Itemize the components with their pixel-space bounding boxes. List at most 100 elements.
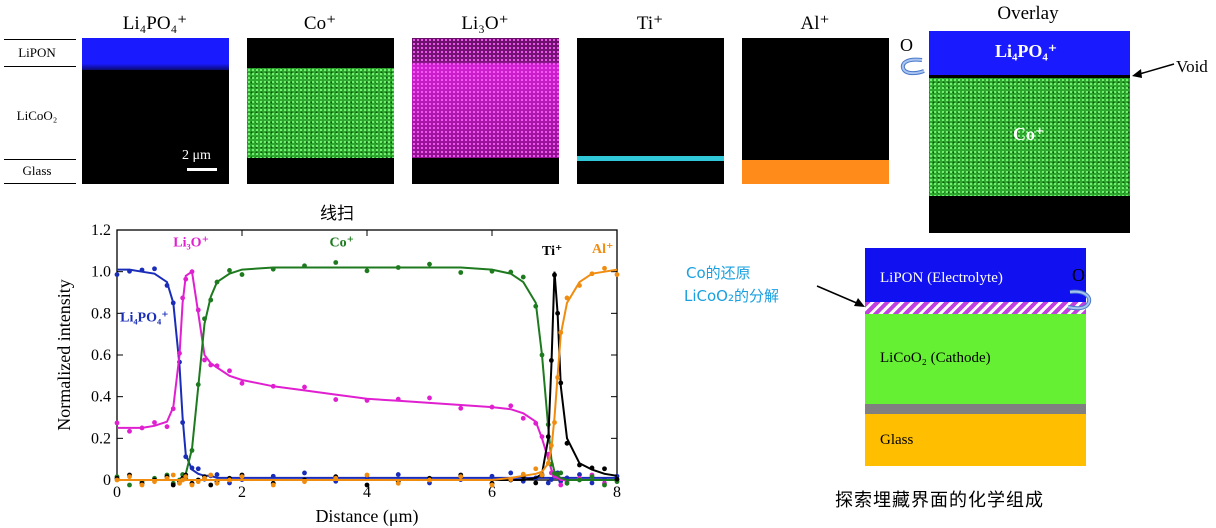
data-point [545,434,551,440]
data-point [589,480,595,486]
schematic-licoo2-layer [865,314,1086,404]
data-point [489,482,495,488]
series-label-al: Al⁺ [592,242,613,257]
y-tick-label: 1.2 [91,222,111,239]
data-point [533,303,539,309]
data-point [214,480,220,486]
data-point [539,434,545,440]
data-point [195,466,201,472]
y-tick-label: 0.8 [91,305,111,322]
map-al [742,38,889,184]
data-point [602,466,607,472]
x-tick-label: 4 [363,484,371,501]
line-scan-chart: 0 2 4 6 8 0 0.2 0.4 0.6 0.8 1.0 1.2 Distance (μm) Nor… [54,222,621,527]
overlay-licoo2-layer [929,78,1130,196]
data-point [548,358,554,363]
overlay-lipon-layer [929,31,1130,75]
panel-title-al: Al⁺ [800,13,830,34]
data-point [602,265,607,271]
data-point [520,274,526,280]
data-point [270,482,276,488]
data-point [489,404,495,410]
series-label-li4po4: Li₄PO₄⁺ [120,311,168,326]
data-point [195,382,201,387]
data-point [333,260,339,265]
data-point [533,420,539,426]
data-point [577,477,582,483]
data-point [114,477,120,483]
scale-bar [187,168,217,171]
data-point [558,380,564,386]
void-arrow-icon [1132,63,1175,78]
data-point [558,470,564,476]
data-point [239,380,245,386]
data-point [545,460,551,466]
data-point [270,266,276,272]
overlay-o-label: O [900,35,913,55]
data-point [208,482,214,488]
void-label: Void [1176,57,1208,76]
data-point [333,397,339,402]
data-point [227,477,232,483]
data-point [539,352,545,358]
data-point [180,420,186,425]
data-point [183,276,189,282]
data-point [577,472,582,477]
overlay-li4po4-label: Li₄PO₄⁺ [995,41,1058,61]
data-point [152,420,157,425]
data-point [533,466,539,472]
data-point [589,271,595,277]
data-point [577,462,582,468]
schematic-lipon-layer [865,248,1086,302]
data-point [195,307,201,313]
x-axis-label: Distance (μm) [315,506,418,527]
data-point [395,265,401,270]
panel-title-overlay: Overlay [997,3,1059,24]
data-point [545,480,551,486]
data-point [189,482,195,488]
data-point [558,482,564,488]
data-point [548,477,554,482]
data-point [214,279,220,285]
data-point [127,482,132,488]
data-point [202,475,207,481]
data-point [270,383,276,389]
data-point [208,362,214,368]
data-point [152,479,157,485]
data-point [364,472,370,478]
y-axis-label: Normalized intensity [54,279,74,430]
y-tick-label: 0 [103,472,111,489]
scale-bar-label: 2 μm [182,148,211,163]
schematic-annotation-line1: Co的还原 [686,264,751,282]
panel-title-li3o: Li₃O⁺ [461,13,509,34]
map-al-layer [742,160,889,184]
data-point [139,267,145,273]
data-point [555,375,561,380]
data-point [227,368,232,374]
overlay-co-label: Co⁺ [1013,124,1045,144]
layer-label-glass: Glass [22,163,52,178]
data-point [458,474,464,480]
data-point [214,363,220,369]
data-point [202,357,207,363]
schematic-licoo2-label: LiCoO₂ (Cathode) [880,350,991,366]
data-point [239,474,245,480]
data-point [427,395,432,401]
schematic-glass-layer [865,414,1086,466]
data-point [427,261,432,267]
data-point [539,472,545,478]
x-tick-label: 8 [613,484,621,501]
map-li3o [412,38,559,184]
schematic-glass-label: Glass [880,432,914,448]
data-point [302,470,307,476]
divider-line [4,39,76,40]
map-li4po4: 2 μm [82,38,229,184]
data-point [164,283,170,288]
data-point [364,268,370,274]
schematic-lipon-label: LiPON (Electrolyte) [880,270,1003,286]
x-tick-label: 6 [488,484,496,501]
data-point [427,477,432,483]
data-point [180,477,186,483]
data-point [458,270,464,275]
data-point [177,480,182,486]
